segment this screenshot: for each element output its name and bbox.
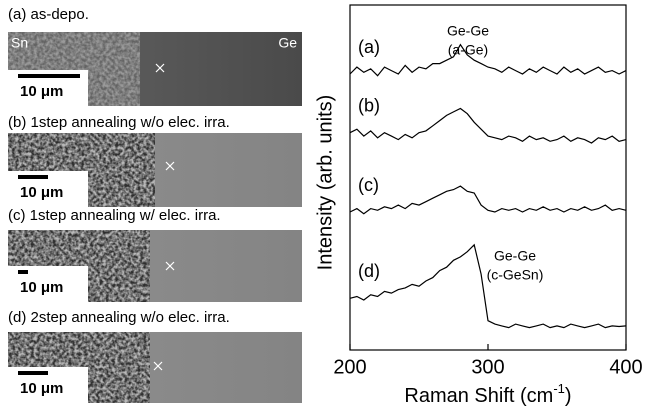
x-axis-label-part: Raman Shift (cm [404, 385, 553, 407]
analysis-marker [165, 161, 175, 171]
scale-label: 10 μm [20, 83, 63, 100]
annotation: (c-GeSn) [487, 267, 544, 283]
y-axis-label: Intensity (arb. units) [314, 95, 336, 271]
scale-bar [18, 74, 80, 78]
panel-title: (c) 1step annealing w/ elec. irra. [8, 207, 221, 224]
region-label: Ge [278, 35, 297, 51]
annotation: Ge-Ge [447, 23, 489, 39]
spectrum [349, 43, 627, 77]
panel-title: (b) 1step annealing w/o elec. irra. [8, 114, 230, 131]
scale-bar [18, 371, 48, 375]
spectrum-label: (a) [358, 37, 380, 57]
scale-label: 10 μm [20, 184, 63, 201]
x-tick-label: 400 [609, 356, 642, 378]
spectrum-label: (b) [358, 95, 380, 115]
analysis-marker [153, 361, 163, 371]
spectrum-label: (c) [358, 175, 379, 195]
region-label: Sn [11, 35, 28, 51]
panel-title: (a) as-depo. [8, 6, 89, 23]
x-tick-label: 300 [471, 356, 504, 378]
x-axis-label-part: ) [565, 385, 572, 407]
spectrum [349, 185, 627, 215]
spectrum [349, 243, 627, 329]
panel-title: (d) 2step annealing w/o elec. irra. [8, 309, 230, 326]
x-tick-label: 200 [333, 356, 366, 378]
spectrum [349, 107, 627, 144]
analysis-marker [165, 261, 175, 271]
scale-bar [18, 270, 28, 274]
annotation: Ge-Ge [494, 248, 536, 264]
analysis-marker [155, 63, 165, 73]
annotation: (a-Ge) [448, 42, 488, 58]
x-axis-label: Raman Shift (cm-1) [404, 381, 571, 407]
scale-label: 10 μm [20, 380, 63, 397]
scale-bar [18, 175, 48, 179]
x-axis-label-part: -1 [553, 381, 565, 396]
scale-label: 10 μm [20, 279, 63, 296]
spectrum-label: (d) [358, 261, 380, 281]
